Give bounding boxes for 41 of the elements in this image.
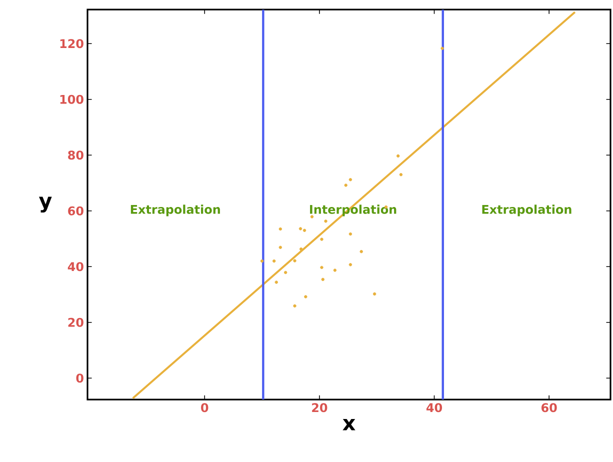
point bbox=[298, 227, 302, 230]
y-tick-label: 100 bbox=[60, 94, 84, 104]
x-tick-label: 40 bbox=[426, 403, 442, 412]
y-tick-label: 60 bbox=[68, 206, 84, 216]
point bbox=[278, 246, 282, 249]
y-axis-title: y bbox=[38, 196, 52, 212]
point bbox=[396, 154, 400, 158]
point bbox=[348, 232, 352, 236]
point bbox=[293, 259, 296, 262]
x-tick-label: 0 bbox=[201, 403, 208, 412]
x-axis-title: x bbox=[342, 419, 356, 430]
point bbox=[344, 184, 348, 187]
point bbox=[333, 268, 337, 272]
point bbox=[320, 238, 324, 241]
point bbox=[293, 304, 296, 308]
y-tick-label: 120 bbox=[60, 39, 84, 48]
point bbox=[304, 295, 308, 298]
point bbox=[321, 278, 324, 282]
x-tick-label: 20 bbox=[312, 403, 328, 412]
point bbox=[440, 46, 444, 50]
annotation: Extrapolation bbox=[482, 204, 572, 216]
point bbox=[299, 247, 303, 251]
annotation: Extrapolation bbox=[130, 204, 220, 216]
point bbox=[302, 228, 306, 232]
point bbox=[360, 250, 363, 254]
point bbox=[324, 220, 328, 223]
point bbox=[274, 280, 278, 284]
point bbox=[272, 259, 276, 263]
point bbox=[372, 292, 376, 296]
point bbox=[320, 266, 324, 270]
y-tick-label: 40 bbox=[68, 262, 84, 272]
point bbox=[348, 263, 352, 266]
x-tick-label: 60 bbox=[541, 403, 557, 412]
point bbox=[284, 270, 288, 274]
y-tick-label: 0 bbox=[76, 374, 84, 383]
point bbox=[278, 227, 282, 231]
y-tick-label: 20 bbox=[68, 318, 84, 327]
point bbox=[348, 178, 352, 182]
y-tick-label: 80 bbox=[68, 150, 84, 160]
point bbox=[260, 259, 264, 263]
point bbox=[399, 173, 403, 176]
